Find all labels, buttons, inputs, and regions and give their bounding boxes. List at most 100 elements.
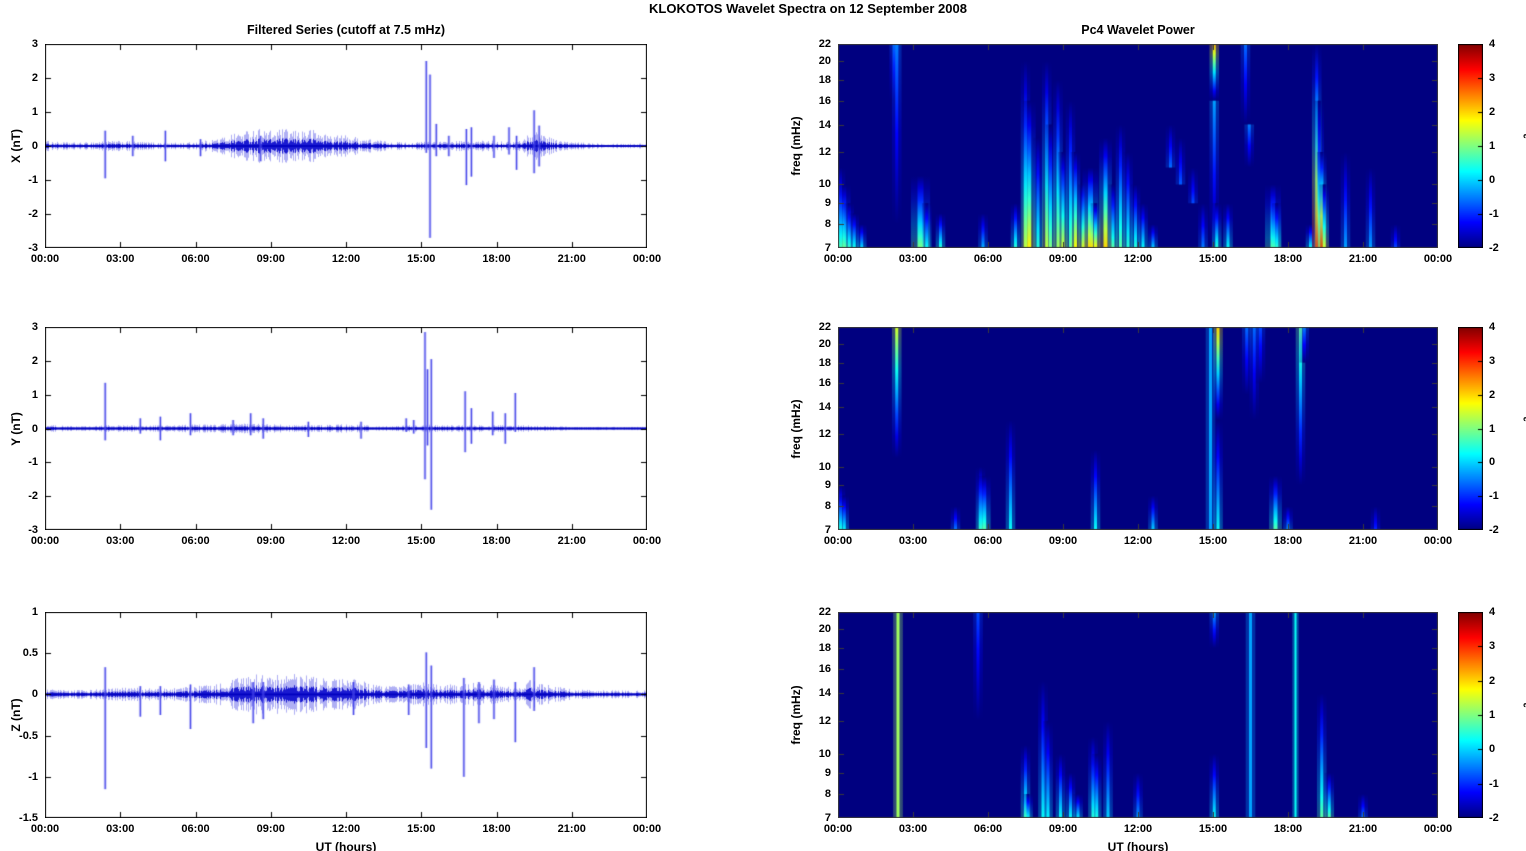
y-tick-label: 8 bbox=[824, 787, 831, 800]
x-tick-label: 06:00 bbox=[973, 535, 1003, 547]
x-tick-label: 06:00 bbox=[973, 253, 1003, 265]
y-tick-label: 0.5 bbox=[22, 647, 38, 660]
y-tick-label: 8 bbox=[824, 218, 831, 231]
y-tick-label: 2 bbox=[31, 354, 38, 367]
x-axis-label-left: UT (hours) bbox=[315, 840, 377, 851]
x-tick-label: 21:00 bbox=[557, 535, 586, 547]
x-tick-label: 00:00 bbox=[1423, 535, 1453, 547]
colorbar-tick-label: 0 bbox=[1489, 743, 1496, 756]
colorbar-tick-label: 4 bbox=[1489, 321, 1496, 333]
x-tick-label: 21:00 bbox=[557, 823, 586, 835]
x-tick-label: 21:00 bbox=[1348, 823, 1378, 835]
y-tick-label: 2 bbox=[31, 72, 38, 84]
x-tick-label: 15:00 bbox=[407, 253, 436, 265]
x-tick-label: 18:00 bbox=[1273, 253, 1303, 265]
y-tick-label: 16 bbox=[818, 94, 831, 107]
x-tick-label: 00:00 bbox=[632, 253, 662, 265]
colorbar-tick-label: -2 bbox=[1489, 242, 1499, 254]
x-tick-label: 03:00 bbox=[898, 253, 928, 265]
y-tick-label: 16 bbox=[818, 663, 831, 676]
colorbar-tick-label: 3 bbox=[1489, 354, 1496, 367]
colorbar-tick-label: 3 bbox=[1489, 72, 1496, 84]
colorbar-tick-label: 1 bbox=[1489, 422, 1496, 435]
x-tick-label: 06:00 bbox=[181, 823, 210, 835]
x-tick-label: 00:00 bbox=[632, 535, 662, 547]
x-tick-label: 12:00 bbox=[1123, 823, 1153, 835]
y-tick-label: 7 bbox=[824, 812, 831, 824]
panel-title-filtered-series: Filtered Series (cutoff at 7.5 mHz) bbox=[247, 23, 445, 37]
x-tick-label: 09:00 bbox=[256, 535, 285, 547]
x-tick-label: 18:00 bbox=[1273, 823, 1303, 835]
y-tick-label: 22 bbox=[818, 606, 831, 618]
y-tick-label: 10 bbox=[818, 178, 831, 191]
colorbar-tick-label: 2 bbox=[1489, 106, 1496, 118]
y-tick-label: 14 bbox=[818, 687, 831, 700]
colorbar-tick-label: 2 bbox=[1489, 674, 1496, 687]
x-tick-label: 00:00 bbox=[823, 253, 853, 265]
y-tick-label: 10 bbox=[818, 747, 831, 760]
y-tick-label: 10 bbox=[818, 460, 831, 473]
y-tick-label: 20 bbox=[818, 337, 831, 350]
colorbar-tick-label: 1 bbox=[1489, 140, 1496, 152]
x-tick-label: 09:00 bbox=[1048, 535, 1078, 547]
y-axis-label-x-nt: X (nT) bbox=[9, 129, 23, 163]
x-tick-label: 12:00 bbox=[331, 535, 361, 547]
y-tick-label: 9 bbox=[824, 197, 831, 210]
y-tick-label: 12 bbox=[818, 715, 831, 728]
y-tick-label: 16 bbox=[818, 377, 831, 390]
x-tick-label: 03:00 bbox=[898, 535, 928, 547]
x-tick-label: 06:00 bbox=[973, 823, 1003, 835]
colorbar-tick-label: -1 bbox=[1489, 777, 1499, 790]
x-tick-label: 12:00 bbox=[1123, 253, 1153, 265]
y-tick-label: -1.5 bbox=[19, 812, 38, 824]
y-tick-label: 0 bbox=[31, 140, 38, 152]
colorbar-tick-label: 0 bbox=[1489, 174, 1496, 186]
x-tick-label: 18:00 bbox=[1273, 535, 1303, 547]
wavelet-spectrogram-z bbox=[838, 612, 1438, 818]
x-tick-label: 03:00 bbox=[106, 823, 135, 835]
y-tick-label: -0.5 bbox=[19, 729, 38, 742]
colorbar-label-y: log2(nT2/Hz) bbox=[1522, 394, 1526, 463]
x-tick-label: 00:00 bbox=[1423, 823, 1453, 835]
colorbar-label-part: 2 bbox=[1522, 134, 1526, 139]
x-tick-label: 00:00 bbox=[30, 535, 60, 547]
y-axis-label-y-nt: Y (nT) bbox=[9, 411, 23, 446]
colorbar-tick-label: 1 bbox=[1489, 709, 1496, 721]
x-tick-label: 09:00 bbox=[256, 823, 285, 835]
x-tick-label: 12:00 bbox=[331, 823, 361, 835]
y-tick-label: -3 bbox=[28, 524, 38, 536]
y-tick-label: 3 bbox=[31, 38, 38, 50]
y-tick-label: 0 bbox=[31, 422, 38, 435]
figure-title: KLOKOTOS Wavelet Spectra on 12 September… bbox=[649, 1, 967, 16]
y-tick-label: 12 bbox=[818, 428, 831, 441]
wavelet-spectrogram-y bbox=[838, 327, 1438, 530]
y-tick-label: 18 bbox=[818, 356, 831, 369]
x-tick-label: 15:00 bbox=[407, 535, 436, 547]
x-tick-label: 00:00 bbox=[823, 535, 853, 547]
y-tick-label: 22 bbox=[818, 38, 831, 50]
y-tick-label: -1 bbox=[28, 456, 38, 469]
colorbar-label-x: log2(nT2/Hz) bbox=[1522, 112, 1526, 181]
colorbar-label-part: 2 bbox=[1522, 703, 1526, 708]
y-axis-label-freq-bottom: freq (mHz) bbox=[789, 685, 803, 745]
y-tick-label: 8 bbox=[824, 500, 831, 513]
y-tick-label: 14 bbox=[818, 118, 831, 131]
x-tick-label: 12:00 bbox=[331, 253, 361, 265]
y-axis-label-z-nt: Z (nT) bbox=[9, 698, 23, 732]
x-tick-label: 15:00 bbox=[1198, 823, 1228, 835]
x-tick-label: 15:00 bbox=[1198, 253, 1228, 265]
y-tick-label: -1 bbox=[28, 770, 38, 783]
x-tick-label: 03:00 bbox=[898, 823, 928, 835]
y-tick-label: 1 bbox=[31, 388, 38, 401]
x-tick-label: 21:00 bbox=[557, 253, 586, 265]
colorbar-tick-label: 2 bbox=[1489, 388, 1496, 401]
x-tick-label: 00:00 bbox=[30, 253, 60, 265]
y-tick-label: 18 bbox=[818, 642, 831, 655]
timeseries-y-plot bbox=[45, 327, 647, 530]
colorbar-y bbox=[1458, 327, 1483, 530]
colorbar-z bbox=[1458, 612, 1483, 818]
colorbar-tick-label: -2 bbox=[1489, 812, 1499, 824]
y-axis-label-freq-middle: freq (mHz) bbox=[789, 398, 803, 459]
y-tick-label: 20 bbox=[818, 54, 831, 67]
